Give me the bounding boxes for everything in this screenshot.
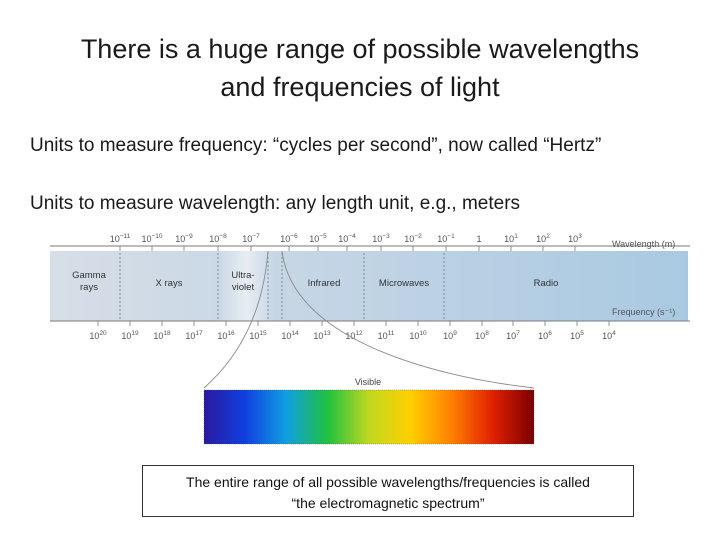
frequency-tick-label: 104 bbox=[602, 330, 616, 341]
note-line1: The entire range of all possible wavelen… bbox=[186, 474, 590, 490]
wavelength-tick-label: 102 bbox=[536, 233, 550, 244]
frequency-ticks: 1020 1019 1018 1017 1016 1015 1014 1013 1012 1011… bbox=[89, 321, 616, 341]
wavelength-tick-label: 1 bbox=[476, 234, 481, 244]
infrared-label: Infrared bbox=[308, 278, 341, 289]
wavelength-tick-label: 10−4 bbox=[338, 233, 356, 244]
frequency-tick-label: 1020 bbox=[89, 330, 107, 341]
spectrum-definition-box: The entire range of all possible wavelen… bbox=[142, 465, 634, 517]
frequency-tick-label: 1013 bbox=[313, 330, 331, 341]
microwaves-label: Microwaves bbox=[379, 278, 429, 289]
slide-title: There is a huge range of possible wavele… bbox=[0, 30, 720, 106]
frequency-tick-label: 109 bbox=[443, 330, 457, 341]
region-dividers bbox=[119, 253, 445, 319]
frequency-tick-label: 105 bbox=[570, 330, 584, 341]
frequency-tick-label: 1017 bbox=[185, 330, 203, 341]
em-spectrum-diagram: 10−11 10−10 10−9 10−8 10−7 10−6 10−5 10−4 10−3 10… bbox=[50, 233, 690, 445]
uv-highlight bbox=[218, 251, 274, 321]
wavelength-axis-label: Wavelength (m) bbox=[612, 239, 675, 249]
frequency-tick-label: 107 bbox=[506, 330, 520, 341]
region-labels: Gamma rays X rays Ultra-violet Infrared Micro… bbox=[72, 270, 558, 293]
wavelength-tick-label: 10−5 bbox=[309, 233, 327, 244]
frequency-units-text: Units to measure frequency: “cycles per … bbox=[30, 135, 602, 156]
wavelength-units-text: Units to measure wavelength: any length … bbox=[30, 193, 521, 214]
slide-title-line1: There is a huge range of possible wavele… bbox=[80, 34, 640, 64]
frequency-tick-label: 1015 bbox=[249, 330, 267, 341]
visible-expansion-curve-left bbox=[203, 250, 269, 389]
ultraviolet-label: Ultra-violet bbox=[231, 270, 254, 293]
frequency-tick-label: 1018 bbox=[153, 330, 171, 341]
radio-label: Radio bbox=[534, 278, 559, 289]
wavelength-tick-label: 10−6 bbox=[280, 233, 298, 244]
wavelength-tick-label: 10−2 bbox=[404, 233, 422, 244]
note-line2: “the electromagnetic spectrum” bbox=[291, 495, 485, 511]
frequency-tick-label: 1016 bbox=[217, 330, 235, 341]
frequency-tick-label: 106 bbox=[538, 330, 552, 341]
x-rays-label: X rays bbox=[156, 278, 183, 289]
wavelength-tick-label: 10−7 bbox=[242, 233, 260, 244]
wavelength-tick-label: 10−10 bbox=[141, 233, 162, 244]
frequency-tick-label: 108 bbox=[475, 330, 489, 341]
spectrum-band bbox=[50, 251, 688, 321]
wavelength-tick-label: 101 bbox=[504, 233, 518, 244]
wavelength-tick-label: 10−8 bbox=[209, 233, 227, 244]
visible-label: Visible bbox=[355, 377, 381, 387]
wavelength-tick-label: 10−1 bbox=[437, 233, 455, 244]
visible-expansion-curve-right bbox=[281, 250, 535, 389]
wavelength-tick-label: 10−3 bbox=[372, 233, 390, 244]
frequency-tick-label: 1011 bbox=[378, 330, 395, 341]
frequency-tick-label: 1012 bbox=[345, 330, 363, 341]
visible-spectrum bbox=[203, 389, 535, 445]
frequency-tick-label: 1010 bbox=[409, 330, 427, 341]
slide-title-line2: and frequencies of light bbox=[220, 72, 500, 102]
wavelength-tick-label: 10−9 bbox=[175, 233, 193, 244]
gamma-rays-label: Gamma rays bbox=[72, 270, 107, 293]
wavelength-ticks: 10−11 10−10 10−9 10−8 10−7 10−6 10−5 10−4 10−3 10… bbox=[110, 233, 582, 251]
wavelength-tick-label: 10−11 bbox=[110, 233, 131, 244]
wavelength-tick-label: 103 bbox=[568, 233, 582, 244]
frequency-tick-label: 1014 bbox=[281, 330, 299, 341]
frequency-tick-label: 1019 bbox=[121, 330, 139, 341]
frequency-axis-label: Frequency (s⁻¹) bbox=[612, 307, 675, 317]
